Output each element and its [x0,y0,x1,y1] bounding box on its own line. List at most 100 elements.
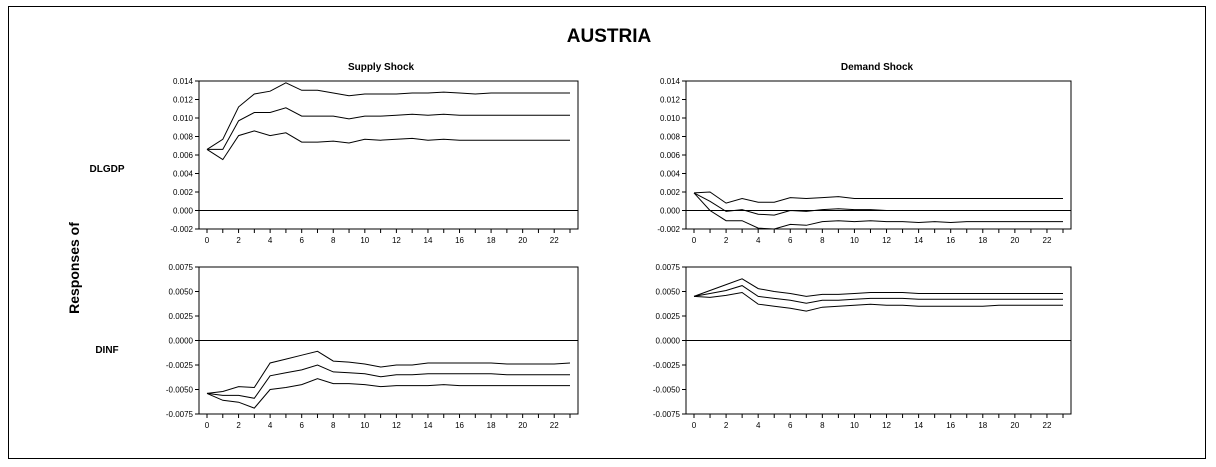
x-tick-label: 22 [550,236,559,245]
series-line-1 [693,278,1063,297]
y-tick-label: 0.0075 [169,263,194,272]
series-line-2 [206,364,570,399]
x-tick-label: 22 [550,421,559,430]
y-tick-label: -0.0075 [166,410,194,419]
series-line-3 [693,192,1063,230]
chart-panel-2: -0.002 0.000 0.002 0.004 0.006 0.008 0.010 0.01… [657,77,1072,245]
x-tick-label: 16 [455,236,464,245]
y-tick-label: 0.0075 [656,263,681,272]
y-tick-label: 0.012 [660,96,681,105]
y-tick-label: -0.0025 [653,361,681,370]
row-label-dinf: DINF [95,345,118,356]
x-tick-label: 4 [268,236,273,245]
chart-panels: -0.002 0.000 0.002 0.004 0.006 0.008 0.010 0.01… [166,77,1072,430]
x-tick-label: 10 [360,421,369,430]
x-tick-label: 16 [946,421,955,430]
x-tick-label: 14 [424,236,433,245]
x-tick-label: 0 [692,421,697,430]
x-tick-label: 12 [882,421,891,430]
x-tick-label: 10 [360,236,369,245]
x-tick-label: 12 [392,236,401,245]
x-tick-label: 2 [236,236,241,245]
x-tick-label: 6 [788,421,793,430]
y-tick-label: -0.002 [170,225,193,234]
x-tick-label: 10 [850,236,859,245]
x-tick-label: 0 [205,421,210,430]
y-tick-label: 0.004 [660,170,681,179]
x-tick-label: 0 [692,236,697,245]
x-tick-label: 20 [1010,236,1019,245]
y-tick-label: 0.0050 [656,288,681,297]
y-tick-label: 0.0050 [169,288,194,297]
x-tick-label: 6 [299,421,304,430]
y-tick-label: -0.0050 [166,386,194,395]
figure-ylabel: Responses of [66,222,82,314]
y-tick-label: -0.0075 [653,410,681,419]
series-line-1 [693,191,1063,204]
x-tick-label: 20 [1010,421,1019,430]
chart-panel-4: -0.0075 -0.0050 -0.0025 0.0000 0.0025 0.0050 0… [653,263,1072,430]
x-tick-label: 2 [724,236,729,245]
y-tick-label: 0.014 [660,77,681,86]
x-tick-label: 12 [392,421,401,430]
y-tick-label: 0.010 [173,114,194,123]
y-tick-label: -0.0050 [653,386,681,395]
y-tick-label: 0.002 [173,188,194,197]
y-tick-label: 0.014 [173,77,194,86]
y-tick-label: 0.0000 [169,337,194,346]
series-line-2 [693,285,1063,304]
x-tick-label: 18 [978,421,987,430]
y-tick-label: 0.008 [660,133,681,142]
x-tick-label: 18 [487,236,496,245]
x-tick-label: 10 [850,421,859,430]
x-tick-label: 4 [268,421,273,430]
figure-title: AUSTRIA [567,26,652,47]
series-line-3 [693,291,1063,312]
series-line-3 [206,130,570,161]
plot-area [685,80,1072,230]
series-line-3 [206,378,570,409]
x-tick-label: 22 [1043,421,1052,430]
x-tick-label: 0 [205,236,210,245]
x-tick-label: 18 [978,236,987,245]
x-tick-label: 18 [487,421,496,430]
y-tick-label: 0.002 [660,188,681,197]
x-tick-label: 20 [518,421,527,430]
x-tick-label: 16 [455,421,464,430]
x-tick-label: 12 [882,236,891,245]
figure-frame [8,6,1206,459]
y-tick-label: 0.006 [660,151,681,160]
y-tick-label: 0.0025 [169,312,194,321]
y-tick-label: 0.004 [173,170,194,179]
col-title-demand: Demand Shock [841,62,914,73]
row-label-dlgdp: DLGDP [90,164,125,175]
x-tick-label: 2 [236,421,241,430]
y-tick-label: 0.012 [173,96,194,105]
x-tick-label: 8 [331,236,336,245]
y-tick-label: 0.0025 [656,312,681,321]
y-tick-label: 0.000 [173,207,194,216]
x-tick-label: 6 [788,236,793,245]
col-title-supply: Supply Shock [348,62,415,73]
y-tick-label: 0.010 [660,114,681,123]
y-tick-label: 0.0000 [656,337,681,346]
series-line-2 [693,192,1063,216]
x-tick-label: 14 [914,236,923,245]
x-tick-label: 22 [1043,236,1052,245]
y-tick-label: -0.002 [657,225,680,234]
y-tick-label: 0.000 [660,207,681,216]
x-tick-label: 6 [299,236,304,245]
plot-area [198,80,579,230]
x-tick-label: 4 [756,421,761,430]
x-tick-label: 4 [756,236,761,245]
y-tick-label: 0.008 [173,133,194,142]
y-tick-label: -0.0025 [166,361,194,370]
x-tick-label: 14 [914,421,923,430]
x-tick-label: 8 [820,421,825,430]
x-tick-label: 14 [424,421,433,430]
chart-panel-1: -0.002 0.000 0.002 0.004 0.006 0.008 0.010 0.01… [170,77,579,245]
y-tick-label: 0.006 [173,151,194,160]
series-line-2 [207,107,570,150]
x-tick-label: 8 [331,421,336,430]
